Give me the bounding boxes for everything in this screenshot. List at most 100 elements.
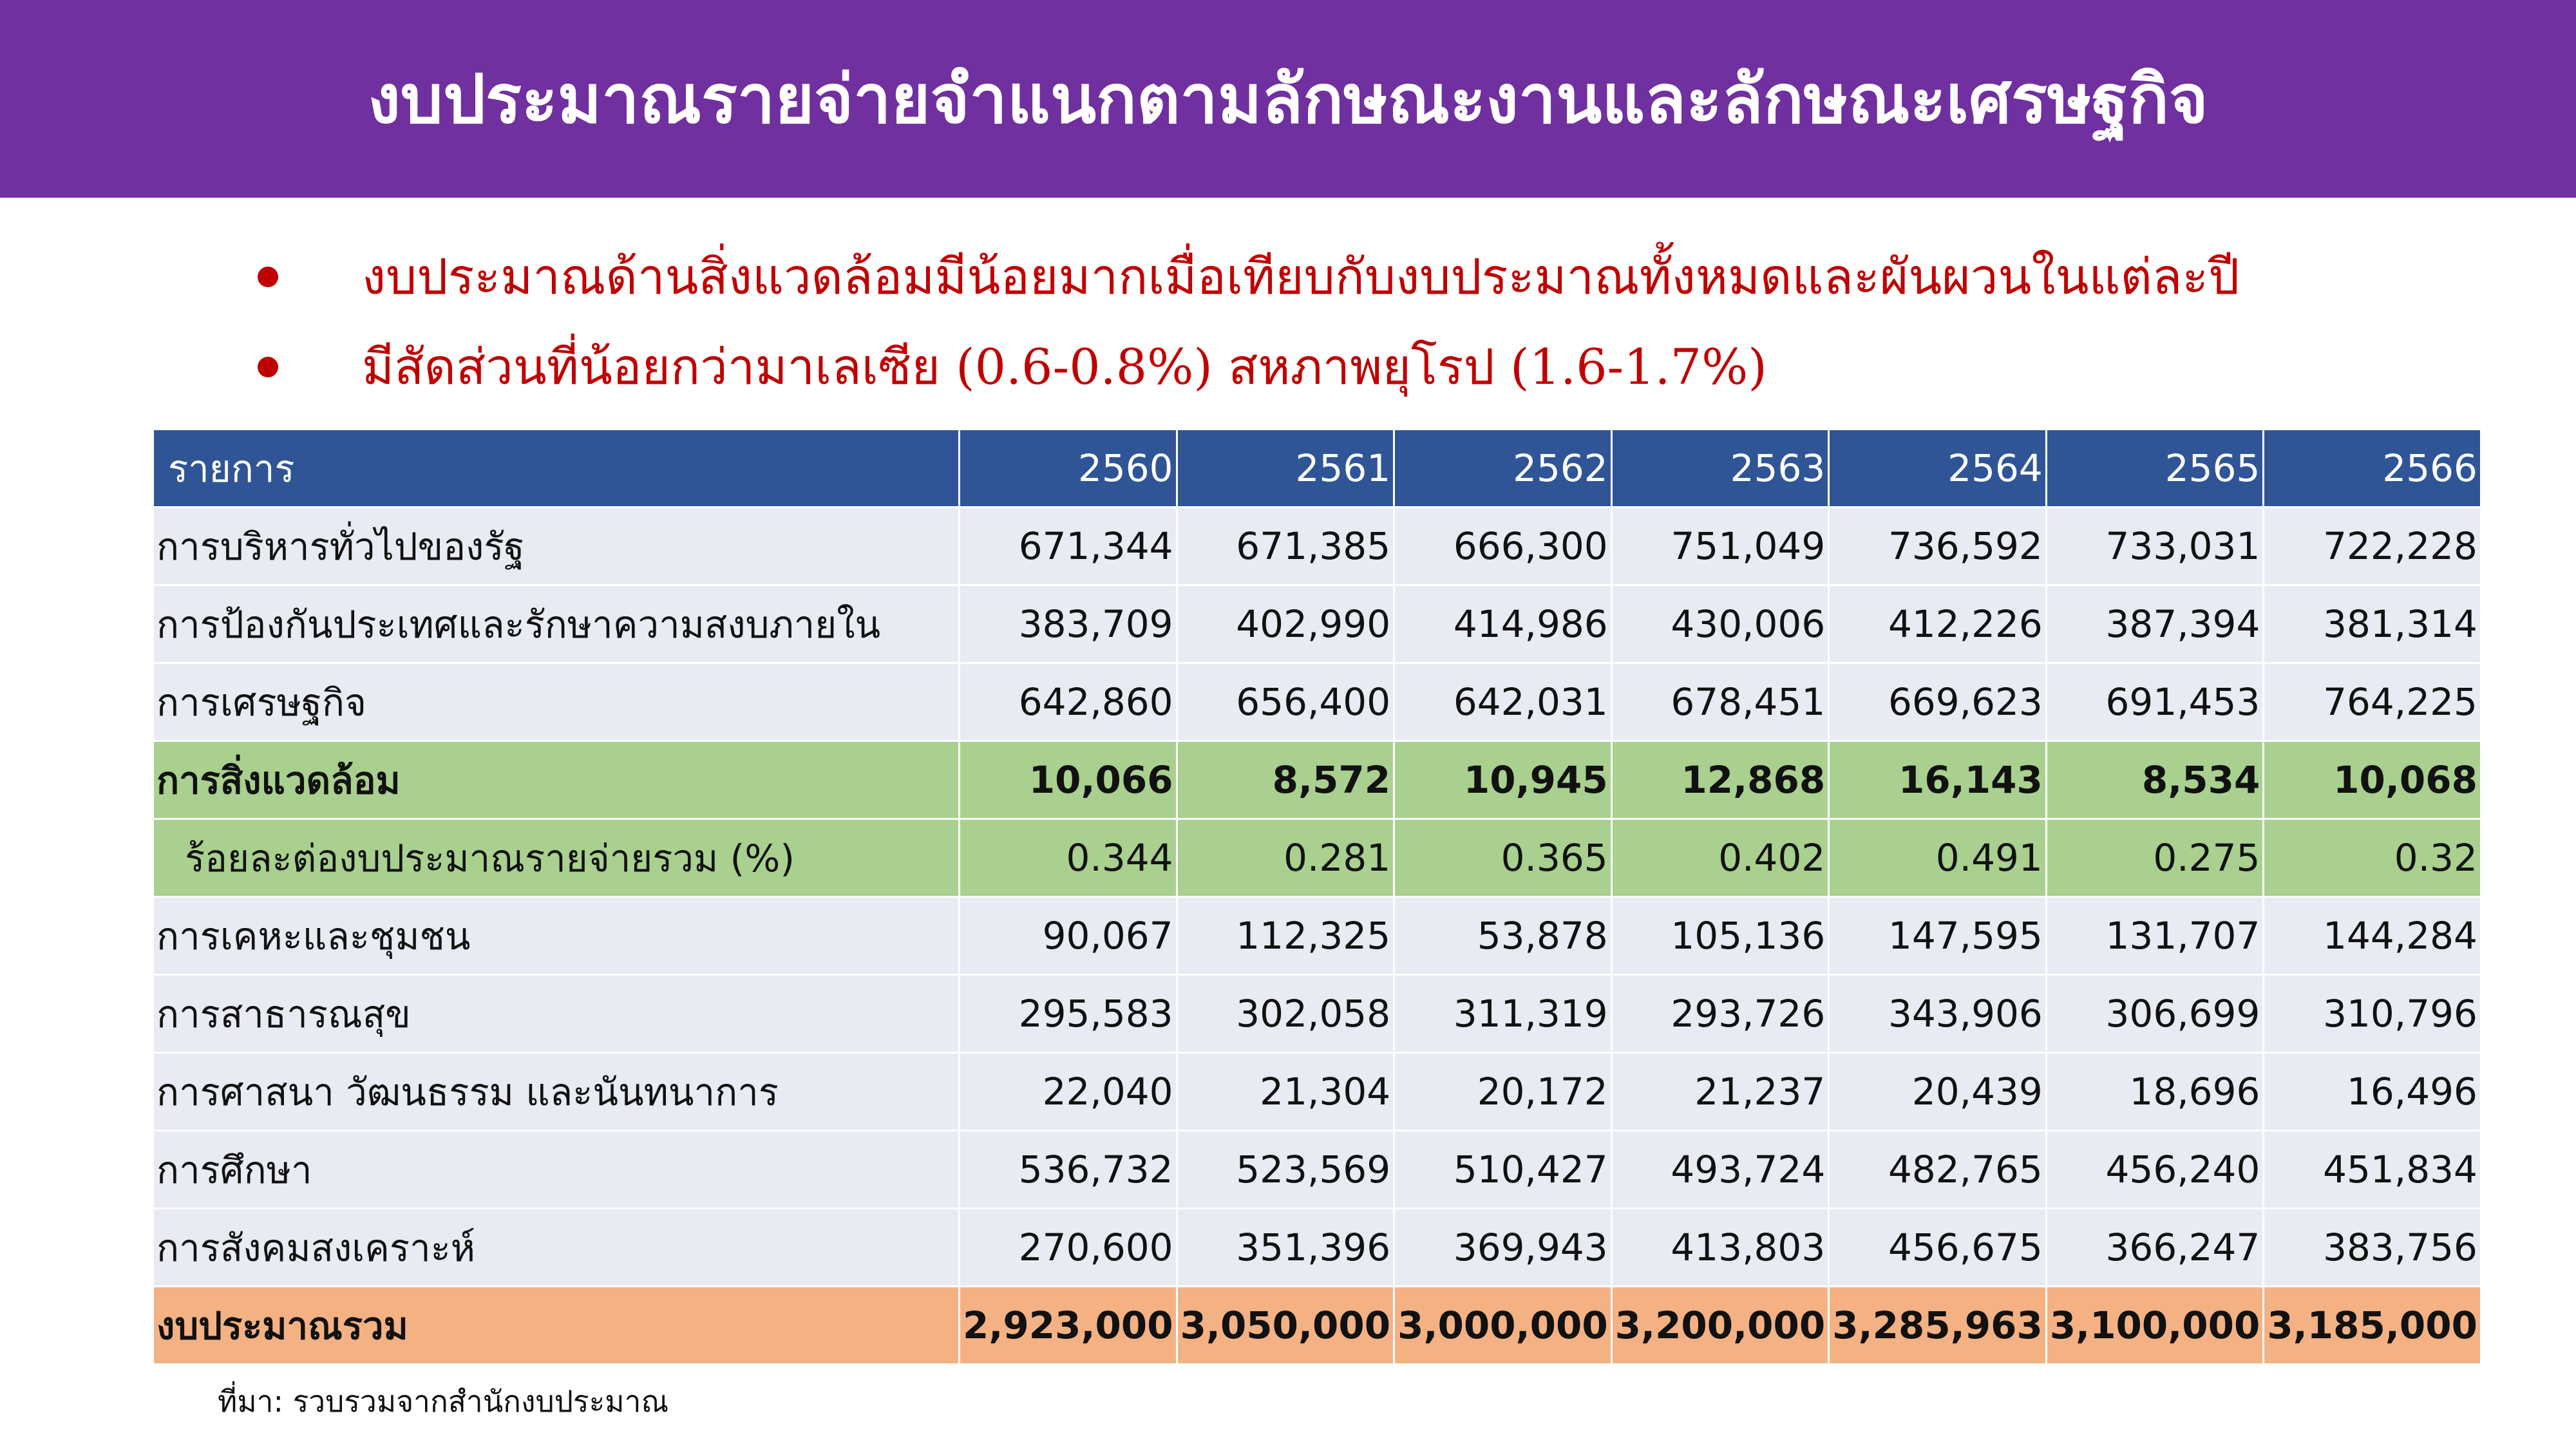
table-cell: 295,583 xyxy=(958,974,1178,1054)
table-cell: 3,185,000 xyxy=(2262,1285,2482,1365)
row-label: การสาธารณสุข xyxy=(152,974,960,1054)
table-cell: 12,868 xyxy=(1610,740,1830,820)
title-bar: งบประมาณรายจ่ายจำแนกตามลักษณะงานและลักษณ… xyxy=(0,0,2576,198)
table-row: การสังคมสงเคราะห์ 270,600 351,396 369,943 41… xyxy=(152,1208,2482,1287)
bullet-item: มีสัดส่วนที่น้อยกว่ามาเลเซีย (0.6-0.8%) … xyxy=(258,322,2544,412)
table-cell: 402,990 xyxy=(1175,584,1396,664)
table-row: การป้องกันประเทศและรักษาความสงบภายใน 383,… xyxy=(152,584,2482,664)
table-row: ร้อยละต่องบประมาณรายจ่ายรวม (%) 0.344 0.28… xyxy=(152,818,2482,898)
table-row: งบประมาณรวม 2,923,000 3,050,000 3,000,000 3,… xyxy=(152,1285,2482,1365)
table-cell: 2,923,000 xyxy=(958,1285,1178,1365)
table-cell: 0.32 xyxy=(2262,818,2482,898)
row-label: ร้อยละต่องบประมาณรายจ่ายรวม (%) xyxy=(152,818,960,898)
table-cell: 21,237 xyxy=(1610,1052,1830,1132)
bullet-text: งบประมาณด้านสิ่งแวดล้อมมีน้อยมากเมื่อเที… xyxy=(362,248,2240,305)
table-cell: 523,569 xyxy=(1175,1130,1396,1209)
bullet-dot-icon xyxy=(258,267,278,287)
table-cell: 270,600 xyxy=(958,1208,1178,1287)
table-cell: 10,945 xyxy=(1393,740,1613,820)
table-cell: 493,724 xyxy=(1610,1130,1830,1209)
table-cell: 105,136 xyxy=(1610,896,1830,976)
table-cell: 343,906 xyxy=(1828,974,2047,1054)
column-header-year: 2561 xyxy=(1175,428,1396,508)
page-title: งบประมาณรายจ่ายจำแนกตามลักษณะงานและลักษณ… xyxy=(368,59,2208,138)
row-label: การบริหารทั่วไปของรัฐ xyxy=(152,506,960,586)
table-cell: 456,675 xyxy=(1828,1208,2047,1287)
table-cell: 311,319 xyxy=(1393,974,1613,1054)
table-cell: 369,943 xyxy=(1393,1208,1613,1287)
table-cell: 387,394 xyxy=(2045,584,2265,664)
table-cell: 18,696 xyxy=(2045,1052,2265,1132)
table-cell: 20,172 xyxy=(1393,1052,1613,1132)
budget-table: รายการ 2560 2561 2562 2563 2564 2565 256… xyxy=(152,428,2482,1365)
table-cell: 482,765 xyxy=(1828,1130,2047,1209)
column-header-year: 2560 xyxy=(958,428,1178,508)
bullet-dot-icon xyxy=(258,357,278,377)
column-header-year: 2565 xyxy=(2045,428,2265,508)
table-cell: 3,100,000 xyxy=(2045,1285,2265,1365)
row-label: การเคหะและชุมชน xyxy=(152,896,960,976)
table-cell: 642,860 xyxy=(958,662,1178,742)
table-cell: 8,534 xyxy=(2045,740,2265,820)
table-cell: 0.344 xyxy=(958,818,1178,898)
table-cell: 144,284 xyxy=(2262,896,2482,976)
table-cell: 536,732 xyxy=(958,1130,1178,1209)
column-header-year: 2562 xyxy=(1393,428,1613,508)
table-cell: 0.365 xyxy=(1393,818,1613,898)
table-cell: 10,068 xyxy=(2262,740,2482,820)
bullet-item: งบประมาณด้านสิ่งแวดล้อมมีน้อยมากเมื่อเที… xyxy=(258,232,2544,322)
table-cell: 733,031 xyxy=(2045,506,2265,586)
row-label: งบประมาณรวม xyxy=(152,1285,960,1365)
table-cell: 678,451 xyxy=(1610,662,1830,742)
table-cell: 642,031 xyxy=(1393,662,1613,742)
table-cell: 351,396 xyxy=(1175,1208,1396,1287)
table-cell: 510,427 xyxy=(1393,1130,1613,1209)
table-cell: 383,709 xyxy=(958,584,1178,664)
table-row: การสิ่งแวดล้อม 10,066 8,572 10,945 12,868 16,… xyxy=(152,740,2482,820)
table-cell: 691,453 xyxy=(2045,662,2265,742)
table-body: การบริหารทั่วไปของรัฐ 671,344 671,385 666,3… xyxy=(152,506,2482,1365)
table-cell: 430,006 xyxy=(1610,584,1830,664)
table-cell: 310,796 xyxy=(2262,974,2482,1054)
table-cell: 21,304 xyxy=(1175,1052,1396,1132)
table-cell: 16,143 xyxy=(1828,740,2047,820)
table-cell: 383,756 xyxy=(2262,1208,2482,1287)
table-cell: 366,247 xyxy=(2045,1208,2265,1287)
table-row: การเศรษฐกิจ 642,860 656,400 642,031 678,451 6… xyxy=(152,662,2482,742)
table-cell: 451,834 xyxy=(2262,1130,2482,1209)
column-header-year: 2564 xyxy=(1828,428,2047,508)
row-label: การสังคมสงเคราะห์ xyxy=(152,1208,960,1287)
table-cell: 306,699 xyxy=(2045,974,2265,1054)
table-row: การเคหะและชุมชน 90,067 112,325 53,878 105,13… xyxy=(152,896,2482,976)
table-cell: 764,225 xyxy=(2262,662,2482,742)
table-cell: 293,726 xyxy=(1610,974,1830,1054)
column-header-item: รายการ xyxy=(152,428,960,508)
table-cell: 736,592 xyxy=(1828,506,2047,586)
table-cell: 3,000,000 xyxy=(1393,1285,1613,1365)
table-cell: 412,226 xyxy=(1828,584,2047,664)
column-header-year: 2566 xyxy=(2262,428,2482,508)
table-row: การศาสนา วัฒนธรรม และนันทนาการ 22,040 21,3… xyxy=(152,1052,2482,1132)
table-cell: 381,314 xyxy=(2262,584,2482,664)
row-label: การศึกษา xyxy=(152,1130,960,1209)
table-cell: 8,572 xyxy=(1175,740,1396,820)
table-cell: 3,285,963 xyxy=(1828,1285,2047,1365)
row-label: การศาสนา วัฒนธรรม และนันทนาการ xyxy=(152,1052,960,1132)
table-cell: 10,066 xyxy=(958,740,1178,820)
source-note: ที่มา: รวบรวมจากสำนักงบประมาณ xyxy=(218,1384,669,1419)
table-cell: 413,803 xyxy=(1610,1208,1830,1287)
row-label: การสิ่งแวดล้อม xyxy=(152,740,960,820)
table-cell: 0.491 xyxy=(1828,818,2047,898)
table-cell: 90,067 xyxy=(958,896,1178,976)
table-cell: 3,200,000 xyxy=(1610,1285,1830,1365)
table-cell: 20,439 xyxy=(1828,1052,2047,1132)
row-label: การเศรษฐกิจ xyxy=(152,662,960,742)
column-header-year: 2563 xyxy=(1610,428,1830,508)
table-cell: 22,040 xyxy=(958,1052,1178,1132)
table-cell: 147,595 xyxy=(1828,896,2047,976)
table-cell: 0.281 xyxy=(1175,818,1396,898)
table-row: การบริหารทั่วไปของรัฐ 671,344 671,385 666,3… xyxy=(152,506,2482,586)
bullet-list: งบประมาณด้านสิ่งแวดล้อมมีน้อยมากเมื่อเที… xyxy=(258,232,2544,412)
table-cell: 3,050,000 xyxy=(1175,1285,1396,1365)
table-cell: 656,400 xyxy=(1175,662,1396,742)
